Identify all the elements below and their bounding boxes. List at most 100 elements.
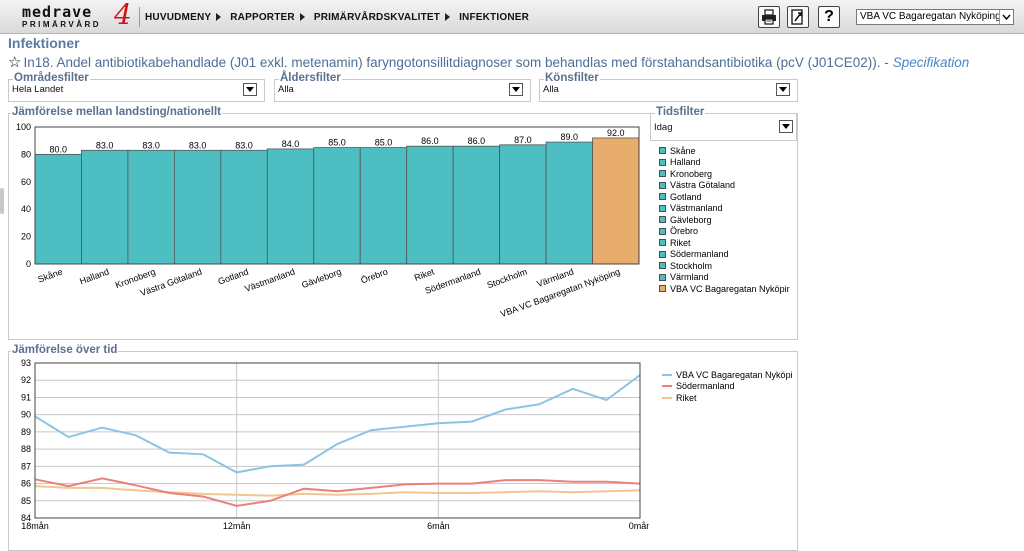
bar-chart: 80.0 83.0 83.0 83.0 83.0 84.0 85.0 85.0 86.0 86.0… [16,122,640,319]
scroll-handle[interactable] [0,188,4,214]
filter-frame [8,79,265,102]
bar[interactable] [127,149,175,265]
top-bar: medrave PRIMÄRVÅRD 4 HUVUDMENY RAPPORTER… [0,0,1024,34]
legend-item[interactable]: VBA VC Bagaregatan Nyköpir [662,369,792,381]
unit-select[interactable]: VBA VC Bagaregatan Nyköping [856,9,1014,25]
legend-item[interactable]: Södermanland [659,249,791,261]
nav-item-rapporter[interactable]: RAPPORTER [225,7,309,27]
legend-label: Västra Götaland [670,180,736,191]
series-line[interactable] [34,485,641,497]
series-line[interactable] [34,477,641,507]
y-tick-label: 80 [21,149,31,159]
y-tick-label: 85 [21,496,31,506]
time-filter-value[interactable]: Idag [654,122,673,133]
nav-item-infektioner[interactable]: INFEKTIONER [454,7,534,27]
legend-item[interactable]: Västra Götaland [659,180,791,192]
help-button[interactable]: ? [818,6,840,28]
bar-value-label: 83.0 [235,140,253,150]
x-tick-label: Riket [413,266,436,283]
bar-value-label: 84.0 [282,139,300,149]
print-button[interactable] [758,6,780,28]
nav-item-huvudmeny[interactable]: HUVUDMENY [140,7,225,27]
legend-item[interactable]: Gotland [659,191,791,203]
legend-item[interactable]: Riket [659,237,791,249]
chevron-down-icon [779,87,787,92]
legend-item[interactable]: Södermanland [662,381,792,393]
comparison-panel [8,113,798,340]
legend-label: Värmland [670,272,709,283]
bar[interactable] [592,137,640,265]
bar[interactable] [34,154,82,265]
filter-frame [650,113,797,141]
line-axes: 84 85 86 87 88 89 90 91 92 93 18mån 12mån 6mån 0mån [21,358,649,531]
logo-version: 4 [114,0,132,31]
legend-item[interactable]: Västmanland [659,203,791,215]
favorite-star-icon[interactable]: ☆ [8,54,22,71]
medrave-logo[interactable]: medrave PRIMÄRVÅRD 4 [4,0,138,32]
chevron-down-icon [512,87,520,92]
y-tick-label: 92 [21,375,31,385]
bar[interactable] [81,149,129,265]
bar[interactable] [313,147,361,265]
specification-link[interactable]: Specifikation [892,54,970,70]
bar[interactable] [220,149,268,265]
legend-swatch [659,216,666,224]
export-button[interactable] [787,6,809,28]
legend-label: Örebro [670,226,699,237]
bar-value-label: 83.0 [96,140,114,150]
line-legend: VBA VC Bagaregatan Nyköpir Södermanland Ri… [662,369,792,404]
legend-item[interactable]: Gävleborg [659,214,791,226]
legend-item[interactable]: Halland [659,157,791,169]
bar[interactable] [452,145,501,265]
area-filter-label: Områdesfilter [13,72,90,84]
bar[interactable] [359,147,408,265]
bar-value-label: 83.0 [189,140,207,150]
area-filter-value[interactable]: Hela Landet [12,84,64,95]
chevron-right-icon [216,13,222,21]
nav-item-primarvardskvalitet[interactable]: PRIMÄRVÅRDSKVALITET [309,7,454,27]
legend-item[interactable]: Kronoberg [659,168,791,180]
legend-item[interactable]: Örebro [659,226,791,238]
bar[interactable] [173,149,222,265]
bar[interactable] [266,148,315,265]
y-tick-label: 89 [21,427,31,437]
area-filter-dropdown[interactable] [243,83,257,96]
legend-label: Riket [676,392,697,403]
time-filter-dropdown[interactable] [779,120,793,133]
bar-value-label: 92.0 [607,128,625,138]
legend-item[interactable]: Stockholm [659,260,791,272]
time-filter: Tidsfilter Idag [650,106,797,141]
x-tick-label: 0mån [629,521,649,531]
nav-item-label: PRIMÄRVÅRDSKVALITET [313,11,441,23]
sex-filter-dropdown[interactable] [776,83,790,96]
x-tick-label: Örebro [359,266,389,285]
bar[interactable] [406,145,454,265]
bar-value-label: 86.0 [421,136,439,146]
legend-label: Gotland [670,191,702,202]
bar-value-label: 85.0 [328,138,346,148]
legend-item[interactable]: VBA VC Bagaregatan Nyköpir [659,283,791,295]
y-tick-label: 0 [26,259,31,269]
legend-item[interactable]: Skåne [659,145,791,157]
trend-panel-title: Jämförelse över tid [11,344,119,356]
comparison-panel-title: Jämförelse mellan landsting/nationellt [11,106,222,118]
age-filter-value[interactable]: Alla [278,84,294,95]
legend-item[interactable]: Riket [662,392,792,404]
series-line[interactable] [34,374,641,474]
plot-frame [34,126,640,265]
age-filter-dropdown[interactable] [509,83,523,96]
bar[interactable] [499,144,547,265]
sex-filter-value[interactable]: Alla [543,84,559,95]
legend-swatch [659,158,666,166]
bar-value-labels: 80.0 83.0 83.0 83.0 83.0 84.0 85.0 85.0 86.0 86.0… [49,128,624,154]
bar-value-label: 83.0 [142,140,160,150]
plot-frame [34,362,641,519]
legend-swatch [659,250,666,258]
bar-series [34,137,640,265]
chevron-down-icon [999,10,1013,24]
bar[interactable] [545,141,593,265]
nav-item-label: HUVUDMENY [145,11,212,23]
legend-item[interactable]: Värmland [659,272,791,284]
legend-label: VBA VC Bagaregatan Nyköpir [670,283,790,294]
y-tick-label: 93 [21,358,31,368]
